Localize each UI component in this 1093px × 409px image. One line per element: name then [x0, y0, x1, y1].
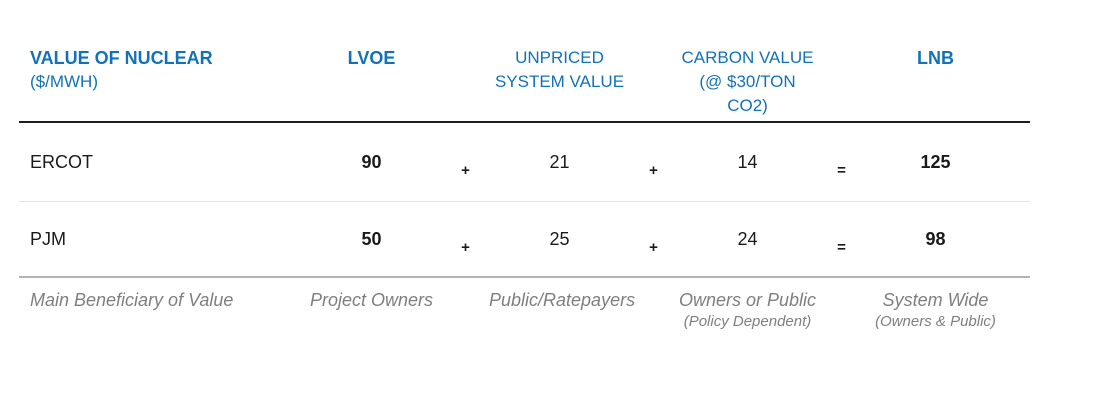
row-label-ercot: ERCOT: [30, 151, 93, 172]
column-header-unpriced-system-value: UNPRICED SYSTEM VALUE: [494, 48, 625, 91]
table-header-row: VALUE OF NUCLEAR ($/MWH) LVOE UNPRICED S…: [19, 46, 1030, 123]
pjm-unpriced-value: 25: [549, 228, 570, 249]
row-label-pjm: PJM: [30, 228, 66, 249]
value-of-nuclear-table: VALUE OF NUCLEAR ($/MWH) LVOE UNPRICED S…: [19, 46, 1030, 332]
beneficiary-unpriced: Public/Ratepayers: [489, 290, 636, 310]
column-header-lvoe: LVOE: [347, 48, 396, 68]
plus-operator: +: [461, 161, 470, 179]
ercot-unpriced-value: 21: [549, 151, 570, 172]
table-title-cell: VALUE OF NUCLEAR ($/MWH): [19, 46, 301, 94]
beneficiary-lvoe: Project Owners: [309, 290, 434, 310]
column-header-lnb: LNB: [917, 48, 954, 68]
beneficiary-carbon: Owners or Public (Policy Dependent): [678, 290, 817, 330]
beneficiary-row: Main Beneficiary of Value Project Owners…: [19, 278, 1030, 332]
ercot-carbon-value: 14: [737, 151, 758, 172]
plus-operator: +: [649, 161, 658, 179]
pjm-lvoe-value: 50: [361, 228, 382, 249]
pjm-lnb-value: 98: [925, 228, 946, 249]
ercot-lvoe-value: 90: [361, 151, 382, 172]
beneficiary-row-label: Main Beneficiary of Value: [30, 290, 234, 310]
table-units: ($/MWH): [30, 72, 98, 91]
plus-operator: +: [461, 238, 470, 256]
pjm-carbon-value: 24: [737, 228, 758, 249]
column-header-carbon-value: CARBON VALUE (@ $30/TON CO2): [681, 48, 814, 115]
beneficiary-lnb: System Wide (Owners & Public): [875, 290, 996, 330]
table-title: VALUE OF NUCLEAR: [30, 48, 213, 68]
ercot-lnb-value: 125: [920, 151, 951, 172]
table-row-pjm: PJM 50 + 25 + 24 = 98: [19, 202, 1030, 278]
plus-operator: +: [649, 238, 658, 256]
equals-operator: =: [837, 161, 846, 179]
table-row-ercot: ERCOT 90 + 21 + 14 = 125: [19, 123, 1030, 202]
equals-operator: =: [837, 238, 846, 256]
